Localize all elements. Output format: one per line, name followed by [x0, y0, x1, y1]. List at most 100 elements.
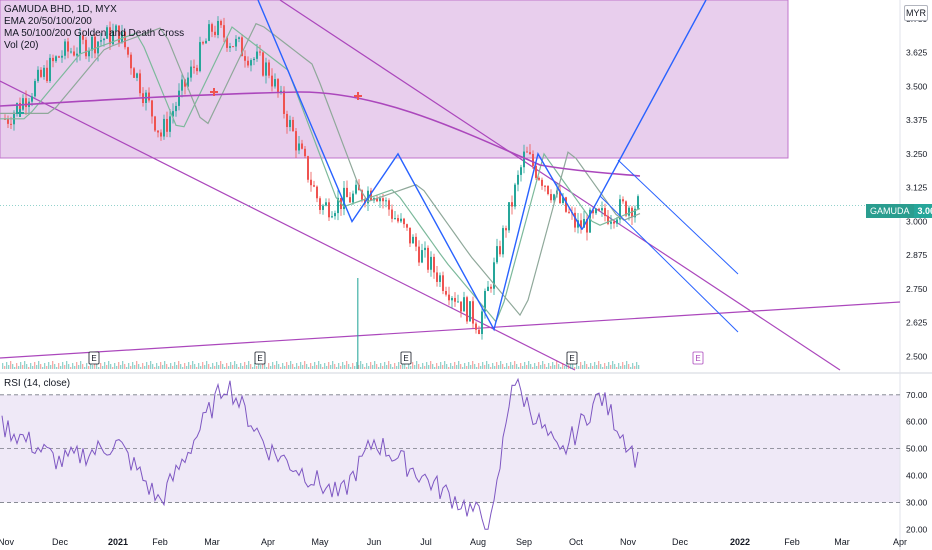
volume-bar: [494, 366, 496, 369]
volume-bar: [350, 367, 352, 369]
volume-bar: [564, 366, 566, 369]
candle-body: [163, 118, 165, 137]
volume-bar: [598, 361, 600, 369]
volume-bar: [272, 362, 274, 369]
volume-bar: [94, 361, 96, 369]
candle-body: [313, 185, 315, 187]
volume-bar: [120, 365, 122, 369]
volume-bar: [502, 364, 504, 369]
candle-body: [463, 297, 465, 312]
price-tick-label: 2.625: [906, 318, 928, 328]
x-tick-label: Mar: [204, 537, 220, 547]
volume-bar: [66, 361, 68, 369]
volume-bar: [420, 367, 422, 369]
candle-body: [568, 211, 570, 213]
volume-bar: [236, 364, 238, 369]
candle-body: [622, 199, 624, 202]
volume-bar: [108, 361, 110, 369]
volume-bar: [202, 362, 204, 369]
volume-bar: [610, 365, 612, 369]
legend-vol[interactable]: Vol (20): [4, 40, 39, 51]
volume-bar: [6, 362, 8, 369]
earnings-marker: [400, 351, 412, 365]
candle-body: [502, 228, 504, 255]
candle-body: [274, 79, 276, 87]
volume-bar: [256, 366, 258, 369]
volume-bar: [468, 362, 470, 369]
volume-bar: [588, 367, 590, 369]
candle-body: [538, 177, 540, 180]
volume-bar: [258, 362, 260, 369]
volume-bar: [52, 361, 54, 369]
candle-body: [133, 68, 135, 78]
volume-bar: [160, 362, 162, 369]
legend-ema[interactable]: EMA 20/50/100/200: [4, 16, 92, 27]
candle-body: [262, 52, 264, 76]
volume-bar: [418, 364, 420, 369]
volume-bar: [280, 367, 282, 369]
candle-body: [295, 131, 297, 151]
candle-body: [559, 190, 561, 203]
volume-bar: [408, 363, 410, 369]
volume-bar: [368, 366, 370, 369]
volume-bar: [250, 364, 252, 369]
volume-bar: [422, 363, 424, 369]
volume-bar: [90, 362, 92, 369]
volume-bar: [480, 366, 482, 369]
volume-bar: [356, 362, 358, 369]
candle-body: [196, 67, 198, 72]
candle-body: [301, 143, 303, 149]
earnings-marker-future: [692, 351, 704, 365]
volume-bar: [576, 363, 578, 369]
volume-bar: [24, 361, 26, 369]
volume-bar: [506, 363, 508, 369]
volume-bar: [596, 365, 598, 369]
volume-bar: [12, 364, 14, 369]
candle-body: [307, 156, 309, 180]
candle-body: [454, 297, 456, 302]
volume-bar: [92, 365, 94, 369]
last-price-badge: GAMUDA 3.060: [866, 204, 932, 218]
candle-body: [583, 218, 585, 228]
volume-bar: [162, 365, 164, 369]
volume-bar: [22, 365, 24, 369]
candle-body: [217, 20, 219, 36]
volume-bar: [210, 367, 212, 369]
volume-bar: [544, 364, 546, 369]
candle-body: [61, 55, 63, 58]
volume-bar: [72, 363, 74, 369]
candle-body: [601, 208, 603, 211]
volume-bar: [276, 361, 278, 369]
volume-bar: [174, 362, 176, 369]
volume-bar: [238, 367, 240, 369]
volume-bar: [496, 362, 498, 369]
candle-body: [277, 79, 279, 92]
candle-body: [382, 198, 384, 202]
price-tick-label: 2.750: [906, 284, 928, 294]
legend-ma[interactable]: MA 50/100/200 Golden and Death Cross: [4, 28, 185, 39]
candle-body: [457, 301, 459, 303]
volume-bar: [428, 365, 430, 369]
volume-bar: [284, 366, 286, 369]
price-tick-label: 2.500: [906, 351, 928, 361]
volume-bar: [548, 363, 550, 369]
candle-body: [403, 218, 405, 225]
rsi-legend[interactable]: RSI (14, close): [4, 378, 71, 389]
volume-bar: [630, 367, 632, 369]
currency-badge[interactable]: MYR: [904, 5, 928, 21]
price-tick-label: 3.625: [906, 48, 928, 58]
volume-bar: [600, 364, 602, 369]
candle-body: [478, 329, 480, 334]
candle-body: [439, 275, 441, 282]
candle-body: [193, 66, 195, 68]
candle-body: [235, 38, 237, 47]
legend-symbol[interactable]: GAMUDA BHD, 1D, MYX: [4, 4, 117, 15]
candle-body: [394, 218, 396, 220]
candle-body: [499, 246, 501, 255]
volume-bar: [340, 366, 342, 369]
volume-bar: [398, 362, 400, 369]
volume-bar: [222, 364, 224, 369]
candle-body: [256, 51, 258, 59]
volume-bar: [8, 365, 10, 369]
